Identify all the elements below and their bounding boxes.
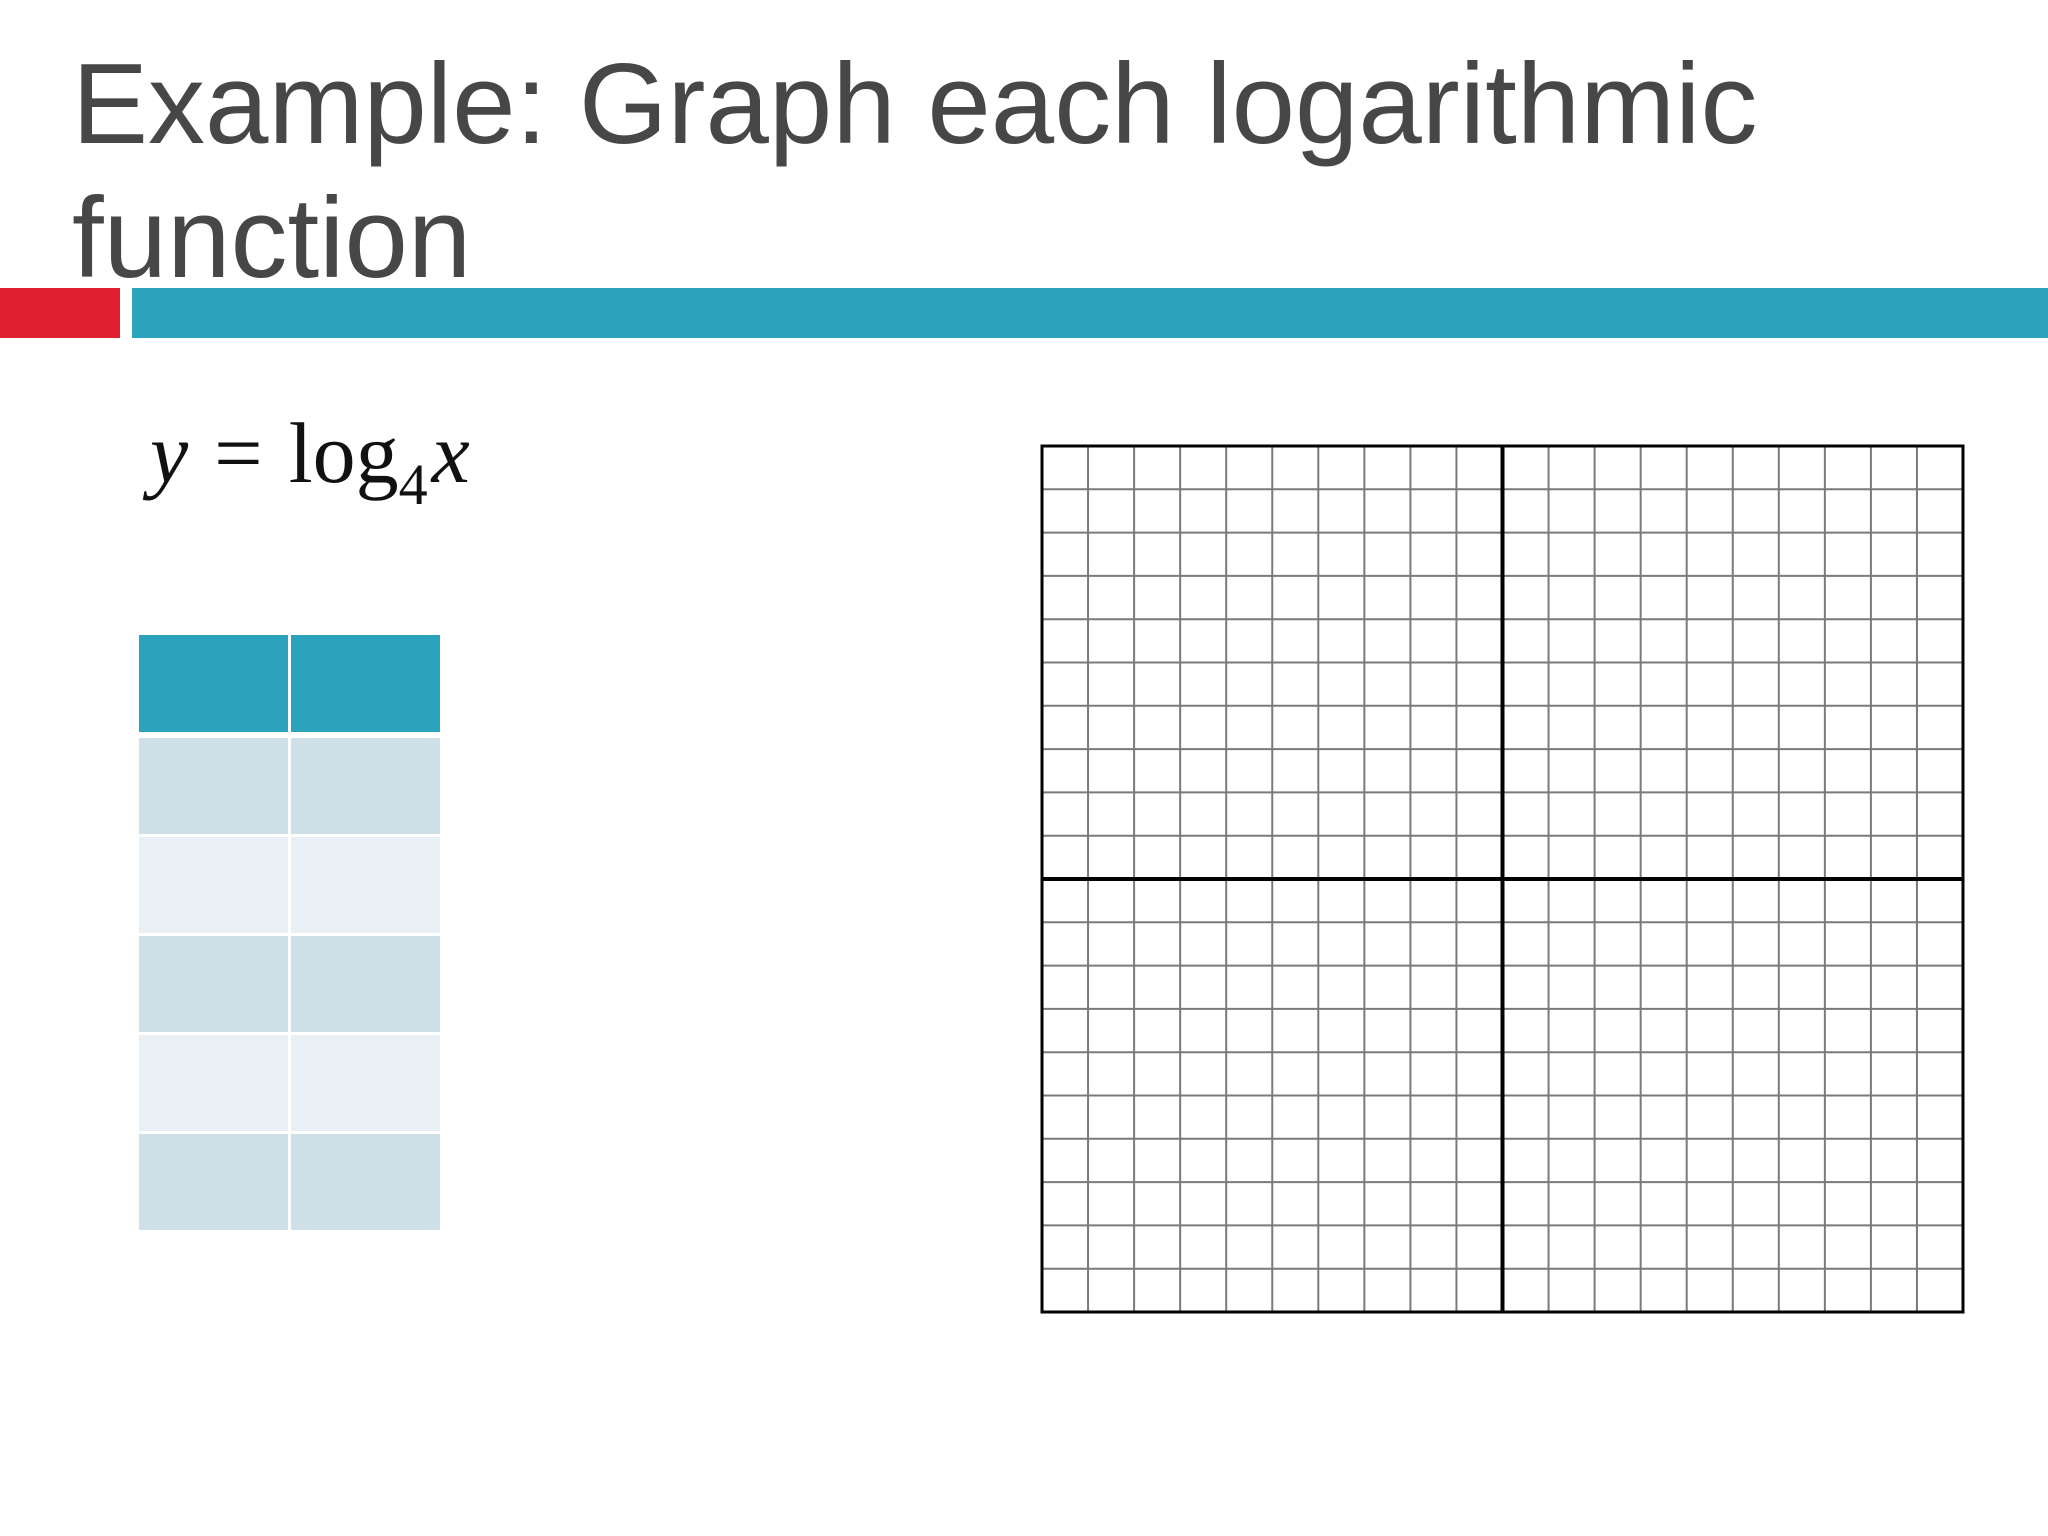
table-row: [136, 834, 443, 936]
table-cell: [136, 933, 291, 1035]
table-cell: [136, 1032, 291, 1134]
table-cell: [288, 1131, 443, 1233]
table-header-y: [288, 632, 443, 738]
table-header-row: [136, 632, 443, 738]
table-cell: [288, 933, 443, 1035]
equation-base: 4: [398, 452, 428, 517]
title-accent-bar-teal: [132, 288, 2048, 338]
table-row: [136, 1032, 443, 1134]
table-cell: [136, 1131, 291, 1233]
equation-arg: x: [431, 405, 470, 501]
equation-func: log: [288, 405, 399, 501]
table-cell: [136, 834, 291, 936]
table-row: [136, 733, 443, 837]
coordinate-grid: [1040, 444, 1965, 1314]
equation-lhs: y: [150, 405, 189, 501]
table-cell: [136, 733, 291, 837]
equation-equals: =: [214, 405, 263, 501]
table-row: [136, 1131, 443, 1233]
table-cell: [288, 733, 443, 837]
table-row: [136, 933, 443, 1035]
grid-border: [1040, 444, 1965, 1314]
slide-title: Example: Graph each logarithmic function: [72, 41, 1758, 302]
value-table: [136, 632, 443, 1233]
table-header-x: [136, 632, 291, 738]
table-cell: [288, 1032, 443, 1134]
title-accent-bar-red: [0, 288, 120, 338]
equation: y = log4x: [150, 398, 470, 540]
table-cell: [288, 834, 443, 936]
